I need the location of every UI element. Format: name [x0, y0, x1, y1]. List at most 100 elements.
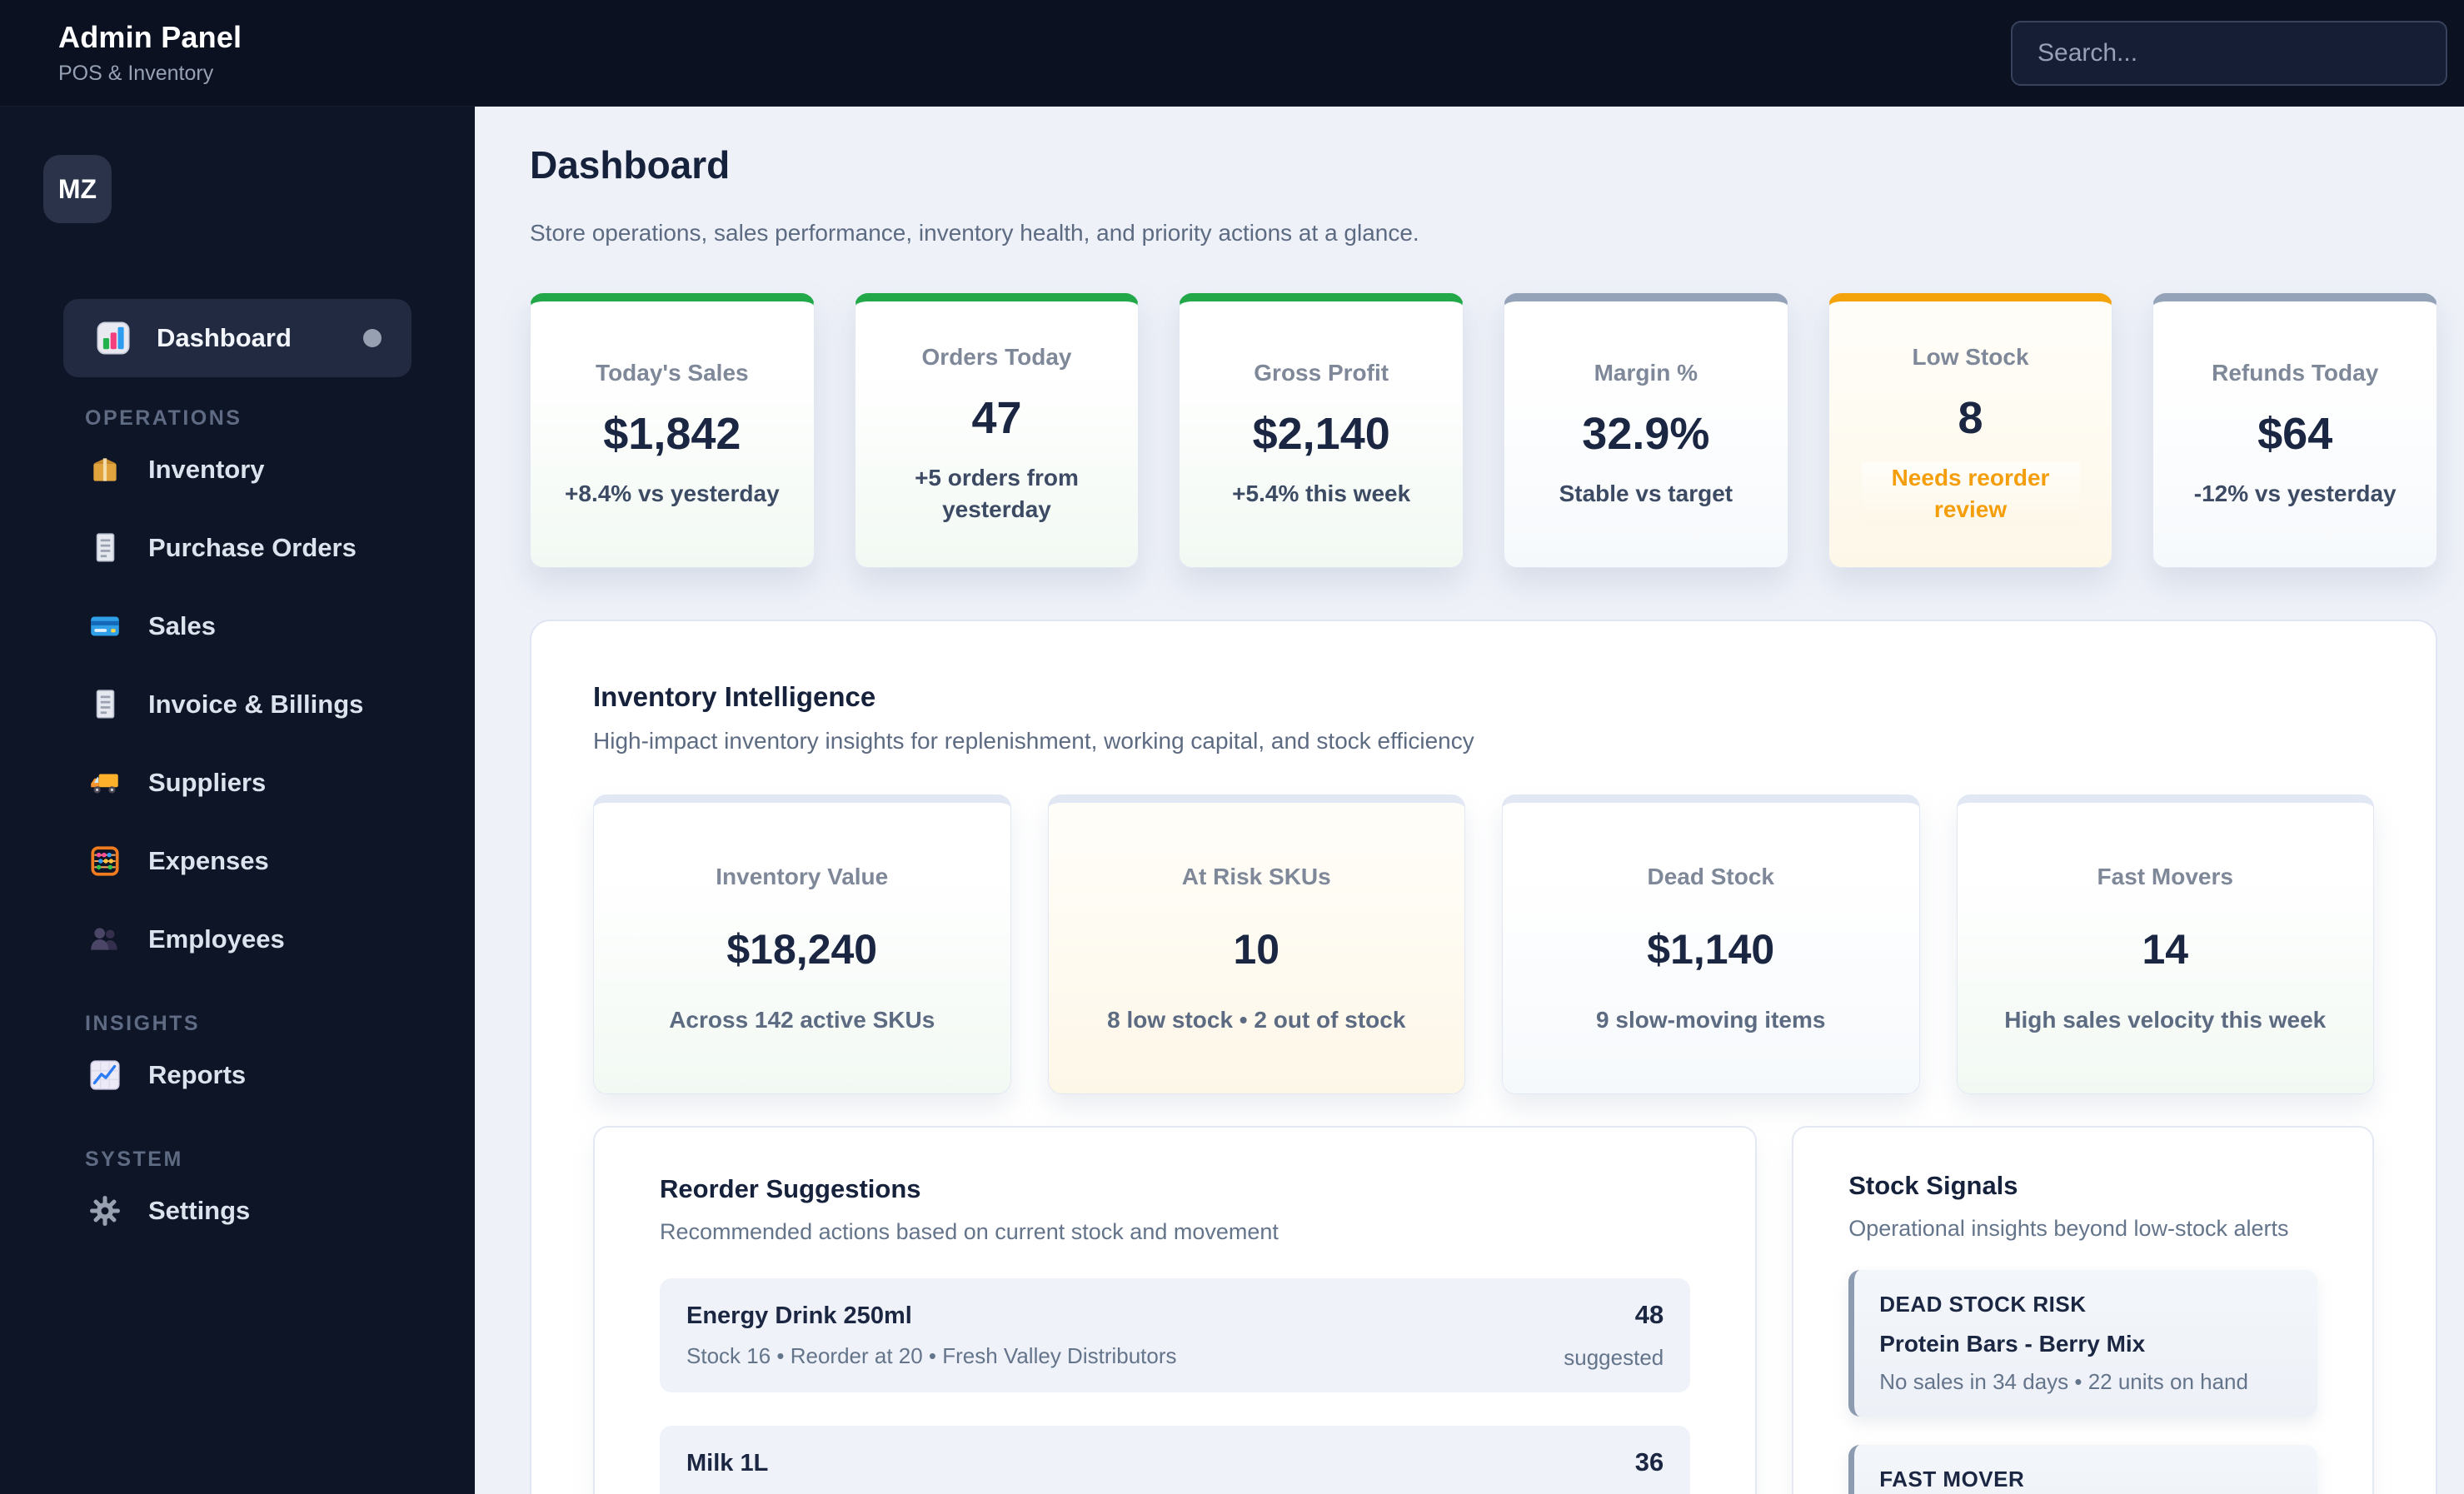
kpi-label: Low Stock [1912, 343, 2029, 370]
kpi-card-orders-today[interactable]: Orders Today 47 +5 orders from yesterday [854, 293, 1140, 568]
product-name: Energy Drink 250ml [686, 1302, 912, 1329]
inventory-card-value: 10 [1233, 925, 1280, 973]
signal-tag: FAST MOVER [1879, 1467, 2025, 1492]
signal-note: No sales in 34 days • 22 units on hand [1879, 1369, 2248, 1394]
inventory-card-dead-stock[interactable]: Dead Stock $1,140 9 slow-moving items [1502, 794, 1920, 1094]
inventory-intelligence-title: Inventory Intelligence [593, 681, 876, 712]
kpi-value: $64 [2257, 408, 2333, 459]
sidebar-item-dashboard[interactable]: Dashboard [63, 299, 411, 377]
inventory-intelligence-panel: Inventory Intelligence High-impact inven… [530, 620, 2437, 1494]
sidebar-section-insights: INSIGHTS [85, 1012, 201, 1035]
kpi-label: Margin % [1594, 359, 1698, 386]
sidebar-item-employees[interactable]: Employees [0, 900, 475, 979]
inventory-card-inventory-value[interactable]: Inventory Value $18,240 Across 142 activ… [593, 794, 1011, 1094]
suggested-qty-label: suggested [1564, 1492, 1663, 1494]
reorder-row-left: Milk 1L Stock 12 • Reorder at 18 • Daily… [686, 1450, 1120, 1494]
stock-signals-subtitle: Operational insights beyond low-stock al… [1848, 1216, 2289, 1241]
credit-card-icon [87, 608, 123, 645]
people-icon [87, 921, 123, 958]
top-bar: Admin Panel POS & Inventory [0, 0, 2464, 107]
main-content: Dashboard Store operations, sales perfor… [475, 107, 2464, 1494]
inventory-card-at-risk-skus[interactable]: At Risk SKUs 10 8 low stock • 2 out of s… [1047, 794, 1465, 1094]
bar-chart-icon [95, 320, 132, 356]
sidebar-item-sales[interactable]: Sales [0, 587, 475, 665]
sidebar-item-label: Settings [148, 1196, 251, 1225]
page-subtitle: Store operations, sales performance, inv… [530, 220, 1419, 246]
signal-tag: DEAD STOCK RISK [1879, 1292, 2087, 1317]
kpi-card-todays-sales[interactable]: Today's Sales $1,842 +8.4% vs yesterday [530, 293, 815, 568]
suggested-qty: 36 [1634, 1447, 1664, 1477]
inventory-card-label: Fast Movers [2097, 863, 2233, 889]
sidebar-item-inventory[interactable]: Inventory [0, 431, 475, 509]
product-detail: Stock 12 • Reorder at 18 • Daily Dairy S… [686, 1491, 1120, 1494]
app-subtitle: POS & Inventory [58, 62, 214, 85]
kpi-card-gross-profit[interactable]: Gross Profit $2,140 +5.4% this week [1179, 293, 1464, 568]
inventory-intelligence-subtitle: High-impact inventory insights for reple… [593, 728, 1474, 754]
sidebar-item-suppliers[interactable]: Suppliers [0, 744, 475, 822]
inventory-card-value: $18,240 [726, 925, 878, 973]
sidebar-item-reports[interactable]: Reports [0, 1036, 475, 1114]
kpi-label: Orders Today [921, 343, 1072, 370]
inventory-card-value: 14 [2142, 925, 2189, 973]
brand: Admin Panel POS & Inventory [58, 20, 242, 86]
kpi-note: +8.4% vs yesterday [565, 480, 780, 506]
stock-signals-title: Stock Signals [1848, 1171, 2018, 1200]
kpi-note: -12% vs yesterday [2193, 480, 2397, 506]
sidebar-item-label: Purchase Orders [148, 533, 357, 562]
reorder-suggestions-panel: Reorder Suggestions Recommended actions … [593, 1126, 1758, 1494]
reorder-row-right: 36 suggested [1564, 1447, 1663, 1494]
inventory-card-label: At Risk SKUs [1181, 863, 1331, 889]
kpi-value: 47 [971, 392, 1022, 443]
inventory-card-note: High sales velocity this week [2004, 1006, 2327, 1033]
abacus-icon [87, 843, 123, 879]
stock-signals-panel: Stock Signals Operational insights beyon… [1792, 1126, 2374, 1494]
signal-card-dead-stock-risk[interactable]: DEAD STOCK RISK Protein Bars - Berry Mix… [1848, 1270, 2317, 1417]
inventory-card-fast-movers[interactable]: Fast Movers 14 High sales velocity this … [1956, 794, 2374, 1094]
kpi-card-margin[interactable]: Margin % 32.9% Stable vs target [1504, 293, 1788, 568]
sidebar-item-label: Suppliers [148, 768, 267, 797]
reorder-row-energy-drink[interactable]: Energy Drink 250ml Stock 16 • Reorder at… [660, 1278, 1691, 1392]
page-title: Dashboard [530, 143, 731, 187]
sidebar-item-purchase-orders[interactable]: Purchase Orders [0, 509, 475, 587]
search-input[interactable] [2011, 20, 2447, 86]
sidebar-item-expenses[interactable]: Expenses [0, 822, 475, 900]
sidebar-item-label: Employees [148, 924, 285, 954]
reorder-suggestions-title: Reorder Suggestions [660, 1174, 921, 1203]
app-title: Admin Panel [58, 20, 242, 54]
sidebar-item-label: Dashboard [157, 323, 292, 352]
kpi-card-refunds-today[interactable]: Refunds Today $64 -12% vs yesterday [2152, 293, 2438, 568]
reorder-row-left: Energy Drink 250ml Stock 16 • Reorder at… [686, 1302, 1177, 1369]
bottom-row: Reorder Suggestions Recommended actions … [593, 1126, 2374, 1494]
kpi-note: +5 orders from yesterday [915, 464, 1079, 522]
kpi-note: Needs reorder review [1861, 461, 2080, 525]
kpi-card-low-stock[interactable]: Low Stock 8 Needs reorder review [1828, 293, 2113, 568]
package-icon [87, 451, 123, 488]
sidebar-item-label: Inventory [148, 455, 265, 484]
inventory-card-note: Across 142 active SKUs [669, 1006, 935, 1033]
product-detail: Stock 16 • Reorder at 20 • Fresh Valley … [686, 1342, 1177, 1368]
kpi-label: Gross Profit [1254, 359, 1389, 386]
signal-card-fast-mover[interactable]: FAST MOVER Supa Cola 500ml [1848, 1445, 2317, 1494]
reorder-suggestions-subtitle: Recommended actions based on current sto… [660, 1219, 1279, 1244]
kpi-note: Stable vs target [1559, 480, 1733, 506]
reorder-row-milk[interactable]: Milk 1L Stock 12 • Reorder at 18 • Daily… [660, 1426, 1691, 1494]
sidebar-item-label: Reports [148, 1060, 247, 1089]
sidebar: MZ Dashboard OPERATIONS Inventory Purcha… [0, 107, 475, 1494]
kpi-row: Today's Sales $1,842 +8.4% vs yesterday … [530, 293, 2438, 568]
sidebar-item-label: Invoice & Billings [148, 690, 364, 719]
sidebar-item-settings[interactable]: Settings [0, 1172, 475, 1250]
avatar[interactable]: MZ [43, 155, 112, 223]
kpi-value: 8 [1958, 392, 1983, 443]
kpi-value: $1,842 [603, 408, 741, 459]
kpi-value: $2,140 [1252, 408, 1390, 459]
inventory-card-label: Inventory Value [716, 863, 889, 889]
sidebar-section-system: SYSTEM [85, 1148, 183, 1171]
receipt-icon [87, 686, 123, 723]
sidebar-item-invoice-billings[interactable]: Invoice & Billings [0, 665, 475, 744]
sidebar-item-label: Sales [148, 611, 217, 640]
chart-up-icon [87, 1057, 123, 1093]
inventory-card-note: 9 slow-moving items [1596, 1006, 1826, 1033]
truck-icon [87, 764, 123, 801]
suggested-qty-label: suggested [1564, 1345, 1664, 1370]
inventory-card-label: Dead Stock [1647, 863, 1775, 889]
